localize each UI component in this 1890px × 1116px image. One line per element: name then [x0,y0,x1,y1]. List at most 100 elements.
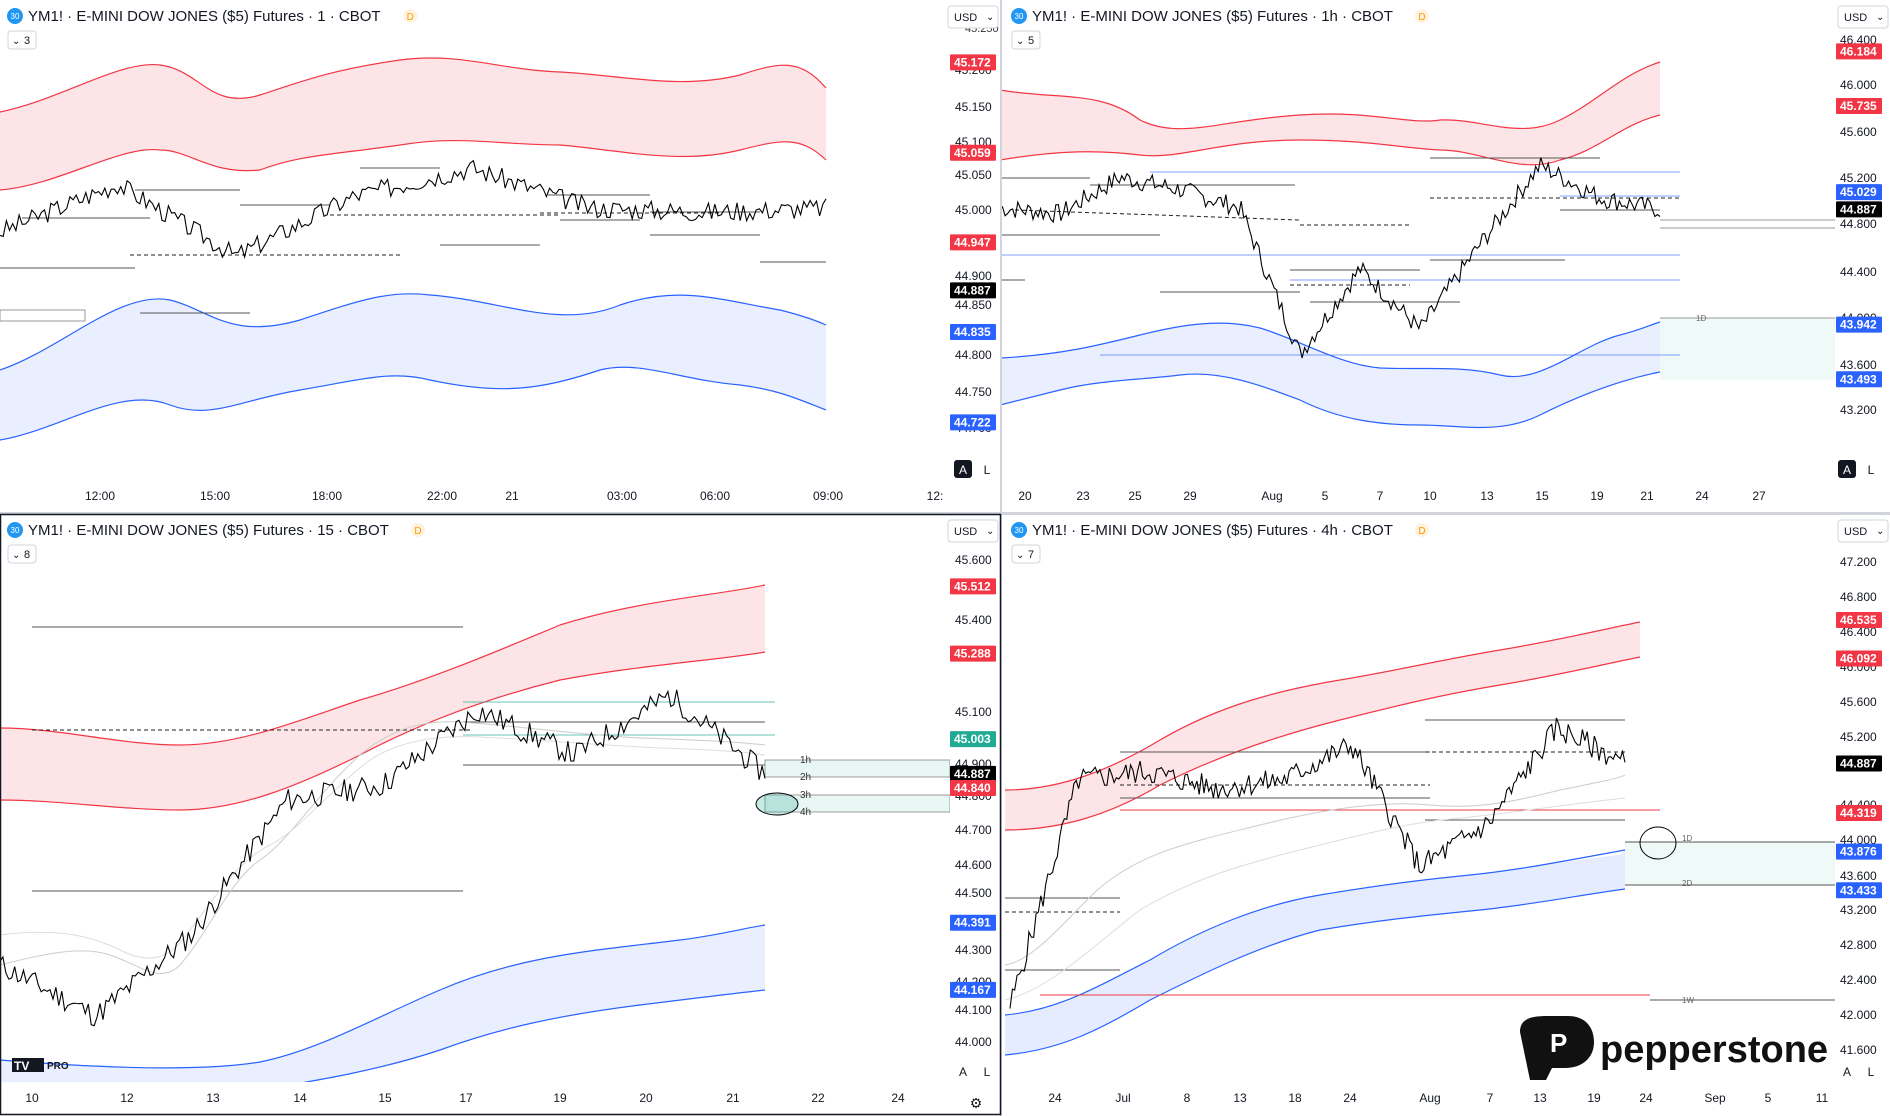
price-tag-label: 46.184 [1840,44,1877,58]
indicators-toggle[interactable]: ⌄ 3 [7,30,37,50]
scale-button-label: L [984,1065,991,1079]
chevron-down-icon: ⌄ [986,12,994,23]
symbol-title[interactable]: YM1! · E-MINI DOW JONES ($5) Futures · 4… [1032,522,1393,539]
currency-select[interactable]: USD ⌄ [947,519,999,543]
indicators-toggle[interactable]: ⌄ 8 [7,544,37,564]
time-tick-label: 22:00 [427,489,457,503]
time-tick-label: 11 [1816,1091,1829,1105]
price-tag: 46.535 [1836,611,1882,628]
axis-tick-label: 45.100 [955,705,992,719]
axis-tick-label: 45.150 [955,100,992,114]
price-tag-label: 44.887 [954,283,991,297]
scale-button-l[interactable]: L [978,460,996,478]
level-label-1w: 1W [1682,996,1694,1005]
horizontal-divider[interactable] [0,512,1890,515]
scale-button-a[interactable]: A [1838,1062,1856,1080]
time-tick-label: 19 [553,1091,567,1105]
time-tick-label: 13 [1480,489,1494,503]
price-tag: 45.172 [950,54,996,71]
time-tick-label: 8 [1184,1091,1191,1105]
scale-button-a[interactable]: A [954,460,972,478]
time-tick-label: 10 [1423,489,1437,503]
pro-watermark: PRO [47,1061,69,1072]
axis-tick-label: 41.600 [1840,1043,1877,1057]
axis-tick-label: 43.600 [1840,358,1877,372]
symbol-badge: 30 [11,12,20,21]
axis-tick-label: 45.000 [955,203,992,217]
currency-select[interactable]: USD ⌄ [947,5,999,29]
axis-tick-label: 46.400 [1840,625,1877,639]
symbol-title[interactable]: YM1! · E-MINI DOW JONES ($5) Futures · 1… [1032,8,1393,25]
scale-button-a[interactable]: A [954,1062,972,1080]
price-tag: 44.722 [950,414,996,431]
time-tick-label: 21 [1640,489,1654,503]
price-tag: 44.319 [1836,805,1882,822]
price-tag: 45.029 [1836,184,1882,201]
time-tick-label: 24 [1639,1091,1653,1105]
time-tick-label: 24 [1695,489,1709,503]
time-tick-label: Aug [1261,489,1282,503]
price-tag-label: 43.493 [1840,372,1877,386]
axis-tick-label: 46.800 [1840,590,1877,604]
price-tag: 46.184 [1836,43,1882,60]
panel-header[interactable]: 30 YM1! · E-MINI DOW JONES ($5) Futures ·… [7,522,425,539]
scale-button-label: A [959,463,967,477]
axis-tick-label: 42.800 [1840,938,1877,952]
time-tick-label: 15 [378,1091,392,1105]
time-tick-label: 14 [293,1091,307,1105]
time-tick-label: 09:00 [813,489,843,503]
panel-header[interactable]: 30 YM1! · E-MINI DOW JONES ($5) Futures ·… [1011,522,1429,539]
axis-tick-label: 45.400 [955,613,992,627]
price-tag: 43.433 [1836,882,1882,899]
axis-tick-label: 44.000 [1840,833,1877,847]
axis-tick-label: 44.300 [955,943,992,957]
time-tick-label: 24 [1343,1091,1357,1105]
axis-tick-label: 42.400 [1840,973,1877,987]
symbol-title[interactable]: YM1! · E-MINI DOW JONES ($5) Futures · 1… [28,8,381,25]
axis-tick-label: 43.200 [1840,903,1877,917]
time-tick-label: Aug [1419,1091,1440,1105]
price-tag: 44.835 [950,324,996,340]
symbol-title[interactable]: YM1! · E-MINI DOW JONES ($5) Futures · 1… [28,522,389,539]
scale-button-l[interactable]: L [978,1062,996,1080]
price-tag: 44.947 [950,234,996,251]
time-tick-label: 24 [891,1091,905,1105]
panel-header[interactable]: 30 YM1! · E-MINI DOW JONES ($5) Futures ·… [7,8,418,25]
price-tag-label: 45.735 [1840,99,1877,113]
scale-button-a[interactable]: A [1838,460,1856,478]
settings-icon[interactable]: ⚙ [970,1095,983,1111]
price-tag-label: 44.835 [954,325,991,339]
price-tag-label: 44.319 [1840,806,1877,820]
price-tag-label: 45.003 [954,732,991,746]
time-tick-label: 12 [120,1091,134,1105]
symbol-badge: 30 [1015,526,1024,535]
time-tick-label: 10 [25,1091,39,1105]
pepperstone-logo: P pepperstone [1520,1016,1828,1080]
symbol-badge: 30 [1015,12,1024,21]
scale-button-l[interactable]: L [1862,460,1880,478]
indicators-toggle[interactable]: ⌄ 7 [1011,544,1041,564]
price-tag: 44.887 [1836,201,1882,218]
chevron-down-icon: ⌄ [1016,550,1024,561]
chevron-down-icon: ⌄ [1876,526,1884,537]
scale-button-l[interactable]: L [1862,1062,1880,1080]
price-tag: 44.167 [950,981,996,998]
time-tick-label: 25 [1128,489,1142,503]
axis-tick-label: 47.200 [1840,555,1877,569]
chevron-down-icon: ⌄ [986,526,994,537]
axis-tick-label: 45.050 [955,168,992,182]
price-tag: 45.735 [1836,98,1882,115]
currency-label: USD [954,12,977,24]
price-tag: 45.059 [950,144,996,161]
indicators-toggle[interactable]: ⌄ 5 [1011,30,1041,50]
svg-text:TV: TV [14,1059,29,1073]
panel-header[interactable]: 30 YM1! · E-MINI DOW JONES ($5) Futures ·… [1011,8,1429,25]
axis-tick-label: 44.600 [955,858,992,872]
currency-select[interactable]: USD ⌄ [1837,519,1889,543]
currency-select[interactable]: USD ⌄ [1837,5,1889,29]
chevron-down-icon: ⌄ [1876,12,1884,23]
time-tick-label: 03:00 [607,489,637,503]
level-label-1d: 1D [1696,314,1706,323]
time-tick-label: 27 [1752,489,1766,503]
level-label-2h: 2h [800,772,811,783]
